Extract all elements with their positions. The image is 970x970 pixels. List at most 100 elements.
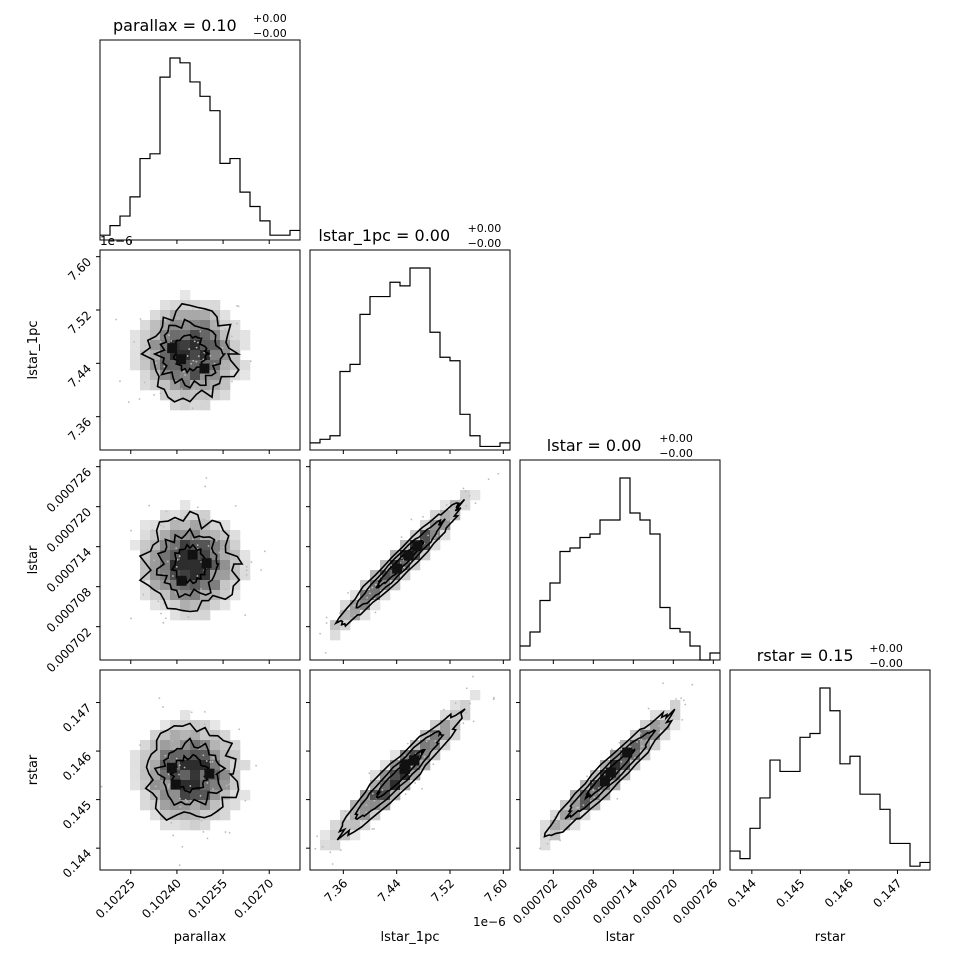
density-pixel — [330, 620, 341, 631]
sample-point — [100, 785, 103, 788]
sample-point — [410, 765, 413, 768]
histogram-bin — [180, 63, 190, 240]
sample-point — [197, 341, 199, 344]
density-pixel — [420, 540, 431, 551]
density-pixel — [220, 800, 231, 811]
sample-point — [205, 760, 208, 762]
density-pixel — [440, 710, 451, 721]
density-pixel — [630, 730, 641, 741]
y-tick-label: 7.52 — [65, 308, 94, 337]
sample-point — [497, 472, 500, 475]
histogram-bin — [460, 414, 470, 450]
sample-point — [620, 760, 623, 763]
sample-point — [205, 398, 208, 401]
density-pixel — [170, 750, 181, 761]
density-pixel — [360, 820, 371, 831]
contour-line — [584, 748, 636, 801]
density-pixel — [170, 400, 181, 411]
density-pixel — [160, 560, 171, 571]
density-pixel — [230, 740, 241, 751]
density-pixel — [190, 320, 201, 331]
histogram-bin — [410, 268, 420, 450]
density-pixel — [580, 810, 591, 821]
density-pixel — [150, 730, 161, 741]
density-pixel — [180, 290, 191, 301]
density-pixel — [160, 600, 171, 611]
density-pixel — [170, 730, 181, 741]
sample-point — [184, 374, 186, 376]
sample-point — [555, 820, 558, 823]
density-pixel — [210, 590, 221, 601]
density-pixel — [440, 740, 451, 751]
sample-point — [410, 518, 413, 521]
density-pixel — [200, 760, 211, 771]
sample-point — [421, 787, 424, 790]
sample-point — [641, 745, 643, 748]
sample-point — [373, 799, 376, 802]
sample-point — [436, 534, 438, 537]
density-pixel — [200, 510, 211, 521]
title-main: parallax = 0.10 — [113, 16, 237, 35]
density-pixel — [350, 590, 361, 601]
sample-point — [325, 622, 328, 624]
density-pixel — [130, 350, 141, 361]
density-pixel — [420, 750, 431, 761]
sample-point — [472, 675, 474, 678]
histogram-bin — [140, 159, 150, 240]
density-pixel — [380, 760, 391, 771]
title-sup: +0.00 — [659, 432, 693, 445]
density-pixel — [180, 510, 191, 521]
contour-line — [375, 539, 424, 589]
y-axis-label: lstar_1pc — [26, 321, 41, 380]
sample-point — [472, 720, 475, 723]
density-pixel — [170, 360, 181, 371]
density-pixel — [200, 390, 211, 401]
density-pixel — [220, 550, 231, 561]
sample-point — [586, 775, 588, 778]
sample-point — [546, 842, 549, 845]
histogram-bin — [800, 737, 810, 870]
sample-point — [365, 811, 368, 814]
title-main: lstar = 0.00 — [547, 436, 642, 455]
sample-point — [390, 564, 393, 566]
density-pixel — [650, 740, 661, 751]
histogram-bin — [430, 332, 440, 450]
sample-point — [616, 797, 619, 800]
sample-point — [182, 370, 185, 373]
sample-point — [339, 849, 342, 851]
density-pixel — [330, 830, 341, 841]
sample-point — [249, 360, 252, 363]
density-pixel — [380, 590, 391, 601]
histogram-bin — [770, 760, 780, 870]
density-pixel — [150, 780, 161, 791]
density-pixel — [180, 310, 191, 321]
density-pixel — [200, 400, 211, 411]
density-pixel — [160, 820, 171, 831]
density-peak — [400, 759, 411, 770]
density-pixel — [170, 380, 181, 391]
sample-point — [168, 783, 171, 786]
density-pixel — [130, 360, 141, 371]
histogram-bin — [850, 756, 860, 870]
density-pixel — [210, 780, 221, 791]
density-pixel — [670, 710, 681, 721]
sample-point — [224, 756, 227, 759]
histogram-bin — [240, 192, 250, 240]
sample-point — [151, 529, 154, 531]
sample-point — [331, 863, 334, 865]
sample-point — [582, 804, 585, 807]
sample-point — [133, 341, 136, 343]
sample-point — [170, 821, 173, 824]
sample-point — [635, 729, 638, 732]
density-pixel — [600, 760, 611, 771]
panel-frame — [519, 669, 721, 871]
density-pixel — [440, 720, 451, 731]
density-pixel — [580, 790, 591, 801]
sample-point — [230, 335, 233, 338]
sample-point — [576, 806, 578, 809]
histogram-bin — [900, 843, 910, 870]
histogram-bin — [920, 862, 930, 870]
sample-point — [647, 707, 650, 710]
density-pixel — [140, 550, 151, 561]
sample-point — [381, 789, 384, 791]
